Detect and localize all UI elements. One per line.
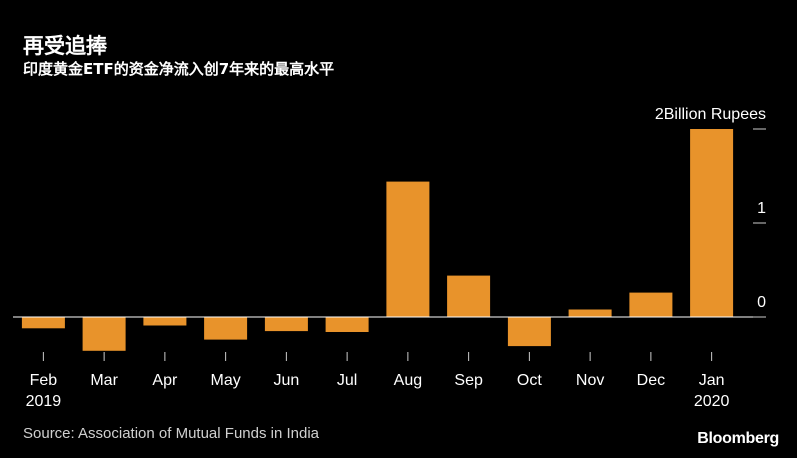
chart-subtitle: 印度黄金ETF的资金净流入创7年来的最高水平 (23, 60, 335, 78)
bar-jan (690, 129, 734, 317)
bar-feb (21, 317, 65, 329)
x-tick-year-label: 2019 (26, 393, 62, 410)
x-tick-label: Oct (517, 372, 542, 389)
x-tick-label: Sep (454, 372, 483, 389)
x-tick-label: Jul (337, 372, 357, 389)
x-tick-label: Mar (90, 372, 118, 389)
x-tick-year-label: 2020 (694, 393, 730, 410)
x-tick-label: Aug (394, 372, 422, 389)
bloomberg-logo: Bloomberg (697, 430, 779, 447)
bar-dec (629, 292, 673, 317)
bar-oct (507, 317, 551, 347)
bar-sep (447, 275, 491, 317)
bar-mar (82, 317, 126, 351)
y-tick-label: 1 (757, 200, 766, 217)
bar-jul (325, 317, 369, 332)
x-tick-label: Feb (30, 372, 58, 389)
x-tick-label: Dec (637, 372, 665, 389)
x-tick-label: Jun (273, 372, 299, 389)
bar-apr (143, 317, 187, 326)
x-tick-label: May (211, 372, 241, 389)
bar-may (204, 317, 248, 340)
bar-nov (568, 309, 612, 317)
chart-title: 再受追捧 (23, 34, 107, 58)
y-tick-label: 2Billion Rupees (655, 106, 766, 123)
source-note: Source: Association of Mutual Funds in I… (23, 425, 320, 442)
x-tick-label: Nov (576, 372, 604, 389)
bar-jun (264, 317, 308, 332)
x-tick-label: Apr (152, 372, 178, 389)
bar-aug (386, 181, 430, 317)
y-tick-label: 0 (757, 294, 766, 311)
x-tick-label: Jan (699, 372, 725, 389)
